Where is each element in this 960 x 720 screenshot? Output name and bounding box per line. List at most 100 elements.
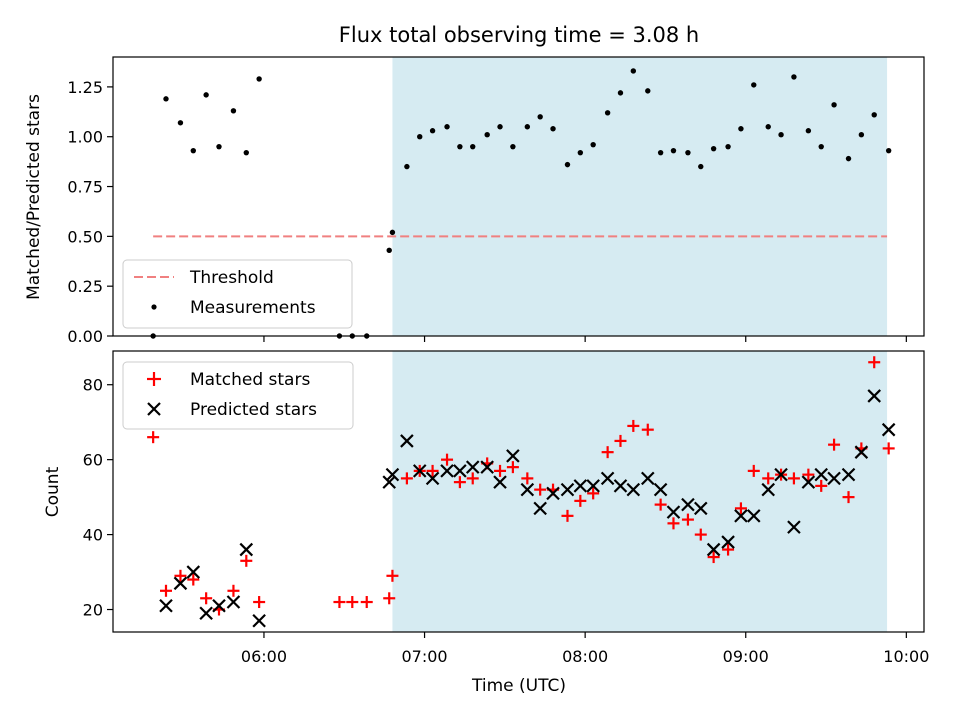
measurement-point: [751, 82, 757, 88]
predicted-stars-points: [159, 389, 896, 628]
measurement-point: [845, 155, 852, 162]
matched-star-point: [787, 472, 800, 485]
predicted-star-point: [613, 479, 628, 493]
predicted-star-point: [867, 389, 881, 403]
matched-star-point: [147, 431, 160, 444]
measurement-point: [389, 229, 396, 236]
measurement-point: [497, 124, 503, 130]
measurement-point: [657, 149, 664, 156]
predicted-star-point: [400, 434, 414, 448]
matched-star-point: [762, 472, 775, 485]
predicted-star-point: [841, 467, 856, 482]
predicted-star-point: [385, 467, 400, 482]
predicted-star-point: [814, 467, 828, 482]
measurement-point: [765, 124, 771, 130]
matched-star-point: [587, 487, 600, 500]
ratio-y-axis-label: Matched/Predicted stars: [24, 94, 44, 300]
ratio-y-tick-label: 0.00: [67, 327, 103, 346]
matched-star-point: [747, 464, 760, 477]
measurement-point: [871, 112, 877, 118]
matched-star-point: [654, 498, 667, 511]
count-legend-box: [122, 361, 354, 430]
matched-star-point: [641, 423, 654, 436]
legend-matched-swatch: [147, 372, 161, 386]
measurement-point: [417, 134, 423, 140]
measurement-point: [725, 143, 731, 150]
x-axis-label: Time (UTC): [471, 676, 566, 696]
measurement-point: [230, 108, 237, 114]
matched-star-point: [828, 438, 841, 451]
matched-star-point: [386, 569, 399, 582]
predicted-star-point: [854, 445, 869, 459]
measurement-point: [805, 128, 812, 134]
legend-predicted-label: Predicted stars: [190, 400, 317, 420]
matched-star-point: [734, 502, 747, 515]
matched-star-point: [174, 569, 187, 582]
matched-star-point: [815, 479, 828, 492]
predicted-star-point: [159, 598, 173, 613]
measurement-point: [386, 247, 392, 254]
measurement-point: [190, 147, 196, 154]
matched-star-point: [627, 419, 640, 432]
observing-window-bottom: [392, 351, 888, 632]
ratio-x-ticks: [263, 336, 907, 342]
ratio-y-tick-label: 1.25: [67, 78, 103, 97]
measurement-point: [818, 143, 824, 150]
predicted-star-point: [533, 501, 547, 516]
matched-star-point: [601, 446, 614, 459]
predicted-star-point: [425, 471, 440, 486]
count-y-tick-label: 80: [83, 376, 103, 395]
predicted-star-point: [586, 479, 600, 493]
predicted-star-point: [787, 520, 801, 534]
ratio-legend-box: [122, 259, 353, 329]
measurement-point: [216, 143, 222, 150]
predicted-star-point: [199, 606, 213, 621]
matched-star-point: [400, 472, 413, 485]
measurement-point: [885, 147, 892, 154]
measurement-point: [645, 88, 651, 94]
measurement-point: [670, 147, 677, 154]
predicted-star-point: [546, 486, 560, 501]
predicted-star-point: [774, 467, 788, 482]
measurement-point: [577, 149, 584, 156]
ratio-y-tick-label: 0.75: [67, 178, 103, 197]
count-legend: Matched stars Predicted stars: [122, 361, 354, 430]
measurement-point: [256, 76, 262, 82]
predicted-star-point: [827, 471, 841, 486]
measurement-point: [524, 124, 531, 130]
matched-star-point: [534, 483, 547, 496]
predicted-star-point: [560, 482, 575, 497]
matched-star-point: [614, 434, 627, 447]
predicted-star-point: [239, 542, 254, 557]
predicted-star-point: [706, 542, 721, 557]
matched-star-point: [882, 442, 895, 455]
measurement-point: [698, 163, 704, 170]
legend-matched-label: Matched stars: [190, 370, 310, 390]
x-tick-label: 07:00: [401, 647, 447, 666]
matched-star-point: [466, 472, 479, 485]
predicted-star-point: [382, 475, 396, 489]
count-y-axis-label: Count: [43, 466, 63, 517]
predicted-star-point: [666, 505, 681, 519]
ratio-legend: Threshold Measurements: [122, 259, 353, 329]
legend-measurements-swatch: [151, 304, 157, 310]
measurement-point: [604, 110, 611, 116]
measurement-point: [738, 126, 744, 132]
predicted-star-point: [480, 460, 494, 474]
predicted-star-point: [693, 501, 708, 516]
count-y-tick-label: 20: [83, 601, 103, 620]
predicted-star-point: [440, 464, 454, 478]
matched-star-point: [681, 513, 694, 526]
chart-title: Flux total observing time = 3.08 h: [339, 23, 699, 47]
matched-star-point: [667, 517, 680, 530]
legend-measurements-label: Measurements: [190, 298, 316, 318]
matched-star-point: [694, 528, 707, 541]
measurement-point: [564, 161, 571, 168]
ratio-y-tick-label: 1.00: [67, 128, 103, 147]
ratio-panel-frame: [112, 56, 925, 337]
x-tick-label: 09:00: [723, 647, 769, 666]
count-y-ticks: 20 40 60 80: [83, 376, 113, 620]
matched-star-point: [494, 464, 507, 477]
matched-star-point: [159, 584, 172, 597]
